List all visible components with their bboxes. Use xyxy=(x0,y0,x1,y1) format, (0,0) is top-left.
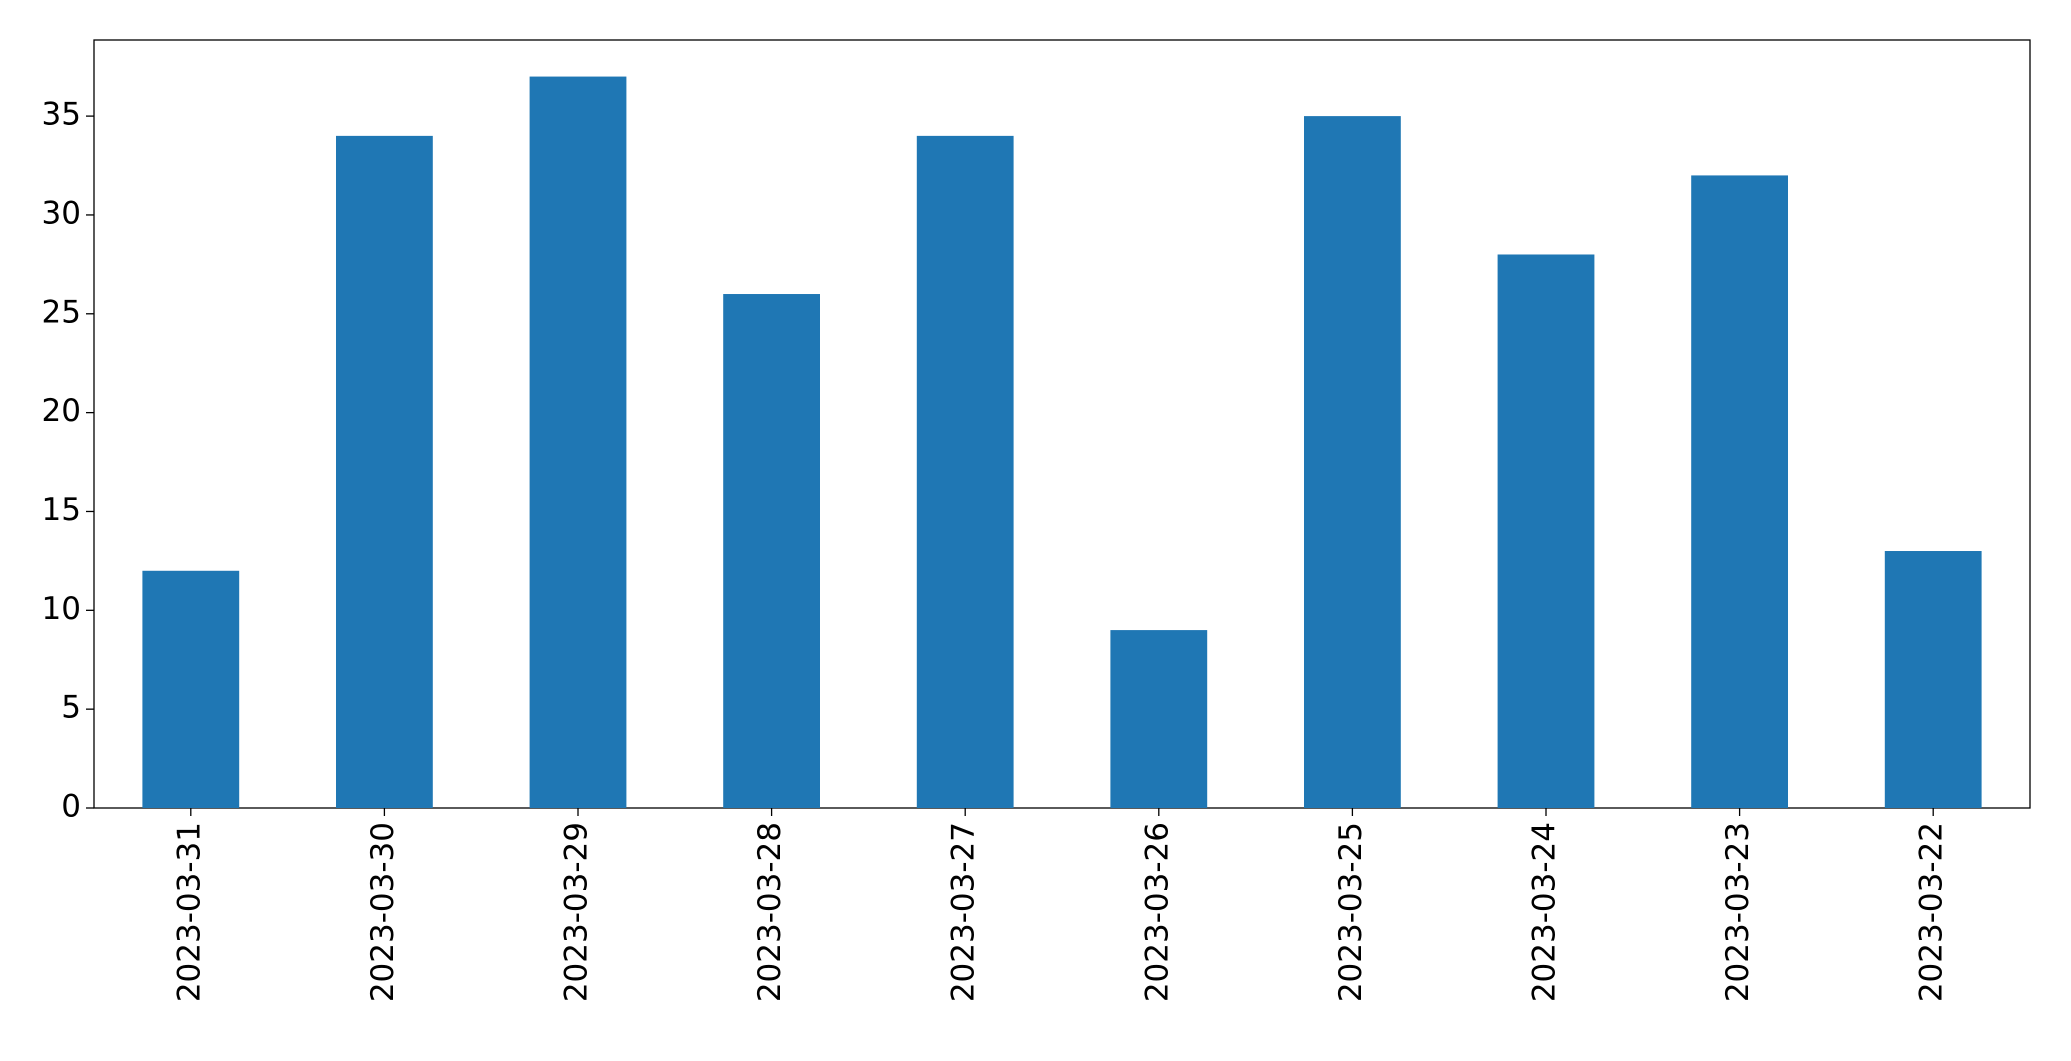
x-tick-label: 2023-03-31 xyxy=(171,822,207,1002)
x-tick-label: 2023-03-23 xyxy=(1720,822,1756,1002)
bar xyxy=(529,76,627,809)
x-tick-label: 2023-03-30 xyxy=(365,822,401,1002)
y-tick-label: 30 xyxy=(42,195,81,231)
bar xyxy=(142,570,240,808)
y-tick-label: 35 xyxy=(42,97,81,133)
x-tick-label: 2023-03-24 xyxy=(1527,822,1563,1002)
y-tick-label: 5 xyxy=(61,690,81,726)
x-tick-label: 2023-03-27 xyxy=(946,822,982,1002)
bar xyxy=(1884,551,1982,808)
bar xyxy=(1691,175,1788,808)
bar xyxy=(1110,630,1208,808)
x-tick-label: 2023-03-28 xyxy=(752,822,788,1002)
x-tick-label: 2023-03-22 xyxy=(1914,822,1950,1002)
bar xyxy=(1497,254,1595,809)
y-tick-label: 0 xyxy=(61,789,81,825)
x-tick-label: 2023-03-25 xyxy=(1333,822,1369,1002)
bar xyxy=(916,135,1014,808)
y-tick-label: 25 xyxy=(42,294,81,330)
y-tick-label: 10 xyxy=(42,591,81,627)
x-tick-label: 2023-03-26 xyxy=(1139,822,1175,1002)
bar xyxy=(723,294,820,808)
x-tick-label: 2023-03-29 xyxy=(559,822,595,1002)
plot-frame xyxy=(93,39,2031,809)
bar xyxy=(1304,116,1401,809)
bar xyxy=(336,135,433,808)
y-tick-label: 20 xyxy=(42,393,81,429)
y-tick-label: 15 xyxy=(42,492,81,528)
